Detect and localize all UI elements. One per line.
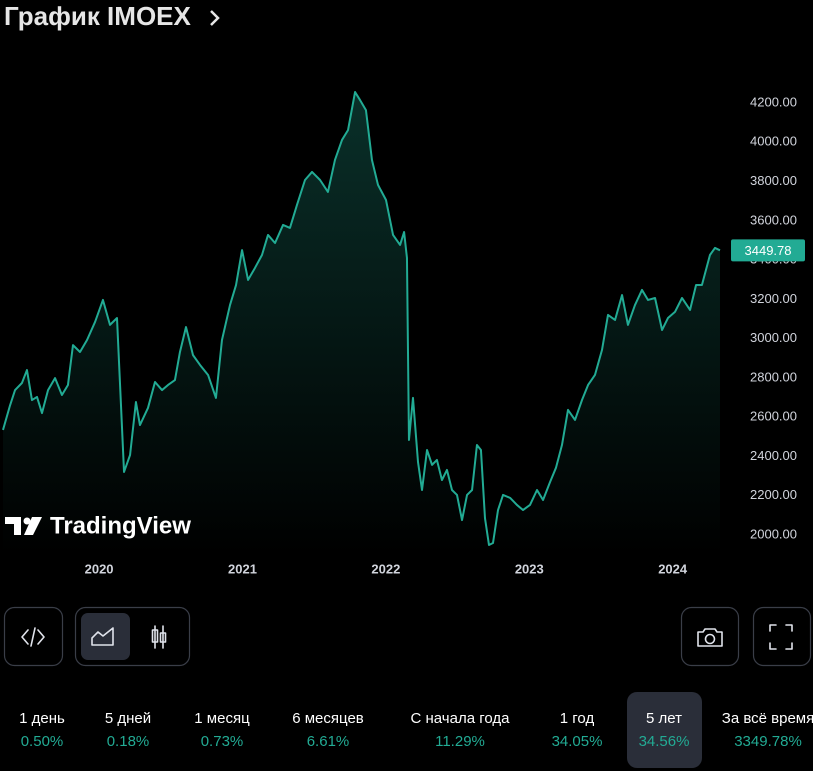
period-tab[interactable]: 1 день 0.50% <box>19 710 65 750</box>
x-tick-label: 2020 <box>85 561 114 576</box>
area-icon <box>91 627 114 646</box>
period-label: За всё время <box>722 710 813 727</box>
period-tab-active <box>627 692 702 768</box>
embed-button[interactable] <box>3 606 64 667</box>
y-tick-label: 2400.00 <box>750 448 797 463</box>
candle-icon <box>151 629 159 643</box>
area-button[interactable] <box>81 613 130 660</box>
period-tab[interactable]: За всё время 3349.78% <box>722 710 813 750</box>
y-tick-label: 4200.00 <box>750 94 797 109</box>
camera-icon <box>697 628 723 647</box>
period-change: 34.05% <box>552 733 603 750</box>
y-tick-label: 3600.00 <box>750 212 797 227</box>
x-tick-label: 2023 <box>515 561 544 576</box>
x-tick-label: 2022 <box>371 561 400 576</box>
price-label: 3449.78 <box>745 243 792 258</box>
x-tick-label: 2021 <box>228 561 257 576</box>
toolbar <box>3 606 812 667</box>
price-line <box>2 91 721 546</box>
candle-icon <box>159 632 167 643</box>
period-label: 1 месяц <box>194 710 250 727</box>
title-chevron[interactable] <box>210 10 220 26</box>
period-change: 0.18% <box>107 733 150 750</box>
period-change: 34.56% <box>639 733 690 750</box>
period-label: 1 день <box>19 710 65 727</box>
y-tick-label: 4000.00 <box>750 134 797 149</box>
y-tick-label: 2000.00 <box>750 526 797 541</box>
period-label: 6 месяцев <box>292 710 364 727</box>
period-tab[interactable]: 5 дней 0.18% <box>105 710 151 750</box>
period-change: 11.29% <box>435 733 485 750</box>
period-label: 5 лет <box>646 710 682 727</box>
y-tick-label: 2800.00 <box>750 369 797 384</box>
watermark-text: TradingView <box>50 512 191 539</box>
period-tabs: 1 день 0.50% 5 дней 0.18% 1 месяц 0.73% 6 меся… <box>19 692 813 768</box>
period-change: 6.61% <box>307 733 350 750</box>
y-tick-label: 2600.00 <box>750 409 797 424</box>
y-tick-label: 3800.00 <box>750 173 797 188</box>
plot: 2000.00 2200.00 2400.00 2600.00 2800.00 3000.… <box>2 91 805 576</box>
period-change: 3349.78% <box>734 733 802 750</box>
period-tab[interactable]: 1 год 34.05% <box>552 710 603 750</box>
chart-type-group <box>74 606 191 667</box>
camera-icon <box>704 633 716 645</box>
period-label: 1 год <box>560 710 595 727</box>
period-tab[interactable]: 5 лет 34.56% <box>627 692 702 768</box>
price-label-box <box>731 239 805 262</box>
fullscreen-icon <box>769 624 793 650</box>
tv-logo <box>23 517 31 525</box>
x-tick-label: 2024 <box>658 561 688 576</box>
period-tab[interactable]: 1 месяц 0.73% <box>194 710 250 750</box>
period-label: С начала года <box>411 710 511 727</box>
period-label: 5 дней <box>105 710 151 727</box>
y-tick-label: 3000.00 <box>750 330 797 345</box>
fullscreen-button[interactable] <box>752 606 812 667</box>
period-tab[interactable]: 6 месяцев 6.61% <box>292 710 364 750</box>
watermark: TradingView <box>5 512 191 539</box>
tv-logo <box>5 517 21 535</box>
embed-icon <box>21 627 45 647</box>
period-change: 0.73% <box>201 733 244 750</box>
y-tick-label: 2200.00 <box>750 487 797 502</box>
period-tab[interactable]: С начала года 11.29% <box>411 710 511 750</box>
candle-button[interactable] <box>135 613 183 660</box>
screenshot-button[interactable] <box>680 606 740 667</box>
chart-title[interactable]: График IMOEX <box>4 1 192 31</box>
candle-hit[interactable] <box>135 613 183 660</box>
tv-logo <box>24 517 42 535</box>
period-change: 0.50% <box>21 733 64 750</box>
y-tick-label: 3200.00 <box>750 291 797 306</box>
area-fill <box>3 92 720 555</box>
